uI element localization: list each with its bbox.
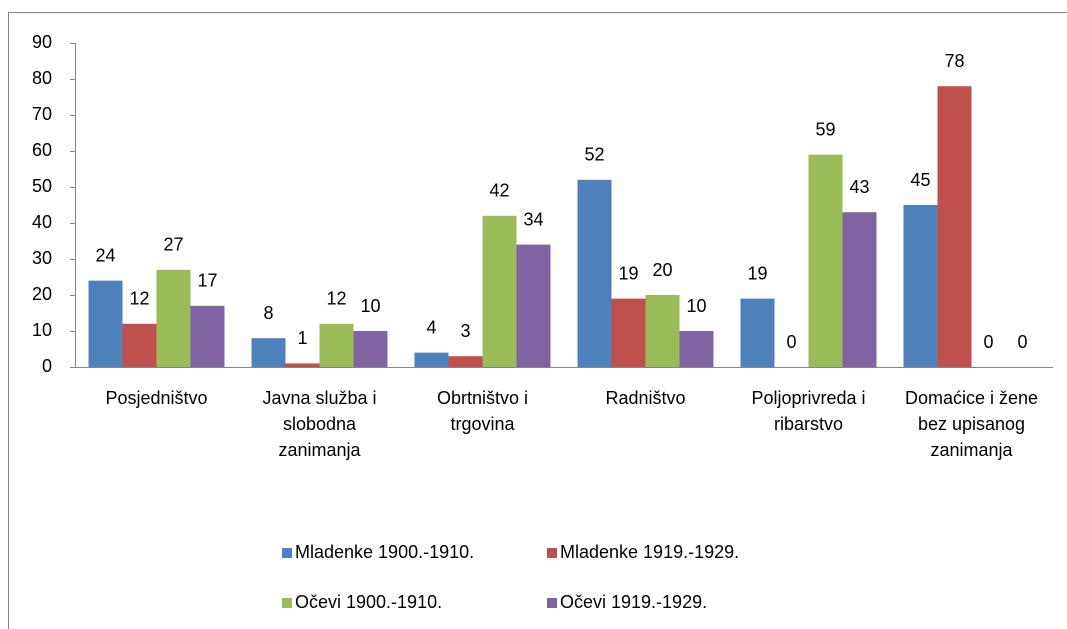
value-label: 19 (618, 263, 638, 283)
y-tick-label: 80 (32, 68, 52, 88)
value-label: 78 (944, 51, 964, 71)
x-tick-label: Posjedništvo (105, 388, 207, 408)
value-label: 20 (652, 260, 672, 280)
bar (190, 305, 225, 367)
bar (319, 323, 354, 367)
value-label: 59 (815, 119, 835, 139)
value-label: 12 (326, 289, 346, 309)
y-tick-label: 30 (32, 248, 52, 268)
bar (156, 269, 191, 367)
bar (679, 331, 714, 367)
bar (448, 356, 483, 367)
x-tick-label: Domaćice i žene bez upisanog zanimanja (905, 388, 1038, 460)
legend-swatch (547, 548, 557, 558)
value-label: 19 (747, 263, 767, 283)
value-label: 0 (983, 332, 993, 352)
y-tick-label: 90 (32, 32, 52, 52)
value-label: 8 (263, 303, 273, 323)
bar (842, 212, 877, 367)
bar (285, 363, 320, 367)
x-tick-label: Radništvo (605, 388, 685, 408)
value-label: 1 (297, 328, 307, 348)
bar (414, 352, 449, 367)
value-label: 0 (786, 332, 796, 352)
bar (122, 323, 157, 367)
legend-label: Mladenke 1919.-1929. (560, 542, 739, 562)
legend-label: Mladenke 1900.-1910. (295, 542, 474, 562)
y-tick-label: 10 (32, 320, 52, 340)
bar (577, 179, 612, 367)
value-label: 24 (95, 245, 115, 265)
bar (740, 298, 775, 367)
bar (611, 298, 646, 367)
bar (353, 331, 388, 367)
value-label: 34 (523, 209, 543, 229)
legend-swatch (282, 598, 292, 608)
value-label: 42 (489, 181, 509, 201)
y-tick-label: 20 (32, 284, 52, 304)
bar (516, 244, 551, 367)
bar (645, 295, 680, 367)
bar (251, 338, 286, 367)
x-tick-label: Obrtništvo i trgovina (437, 388, 528, 434)
value-label: 52 (584, 145, 604, 165)
bar (808, 154, 843, 367)
chart-frame (8, 12, 1067, 629)
value-label: 45 (910, 170, 930, 190)
value-label: 17 (197, 271, 217, 291)
legend-label: Očevi 1900.-1910. (295, 592, 442, 612)
value-label: 4 (426, 317, 436, 337)
bar (937, 86, 972, 367)
legend-swatch (547, 598, 557, 608)
value-label: 10 (360, 296, 380, 316)
y-tick-label: 40 (32, 212, 52, 232)
value-label: 27 (163, 235, 183, 255)
value-label: 0 (1017, 332, 1027, 352)
value-label: 3 (460, 321, 470, 341)
x-tick-label: Poljoprivreda i ribarstvo (751, 388, 865, 434)
legend-label: Očevi 1919.-1929. (560, 592, 707, 612)
legend-swatch (282, 548, 292, 558)
bar (88, 280, 123, 367)
y-tick-label: 0 (42, 356, 52, 376)
value-label: 10 (686, 296, 706, 316)
x-tick-label: Javna služba i slobodna zanimanja (262, 388, 376, 460)
y-tick-label: 50 (32, 176, 52, 196)
y-tick-label: 70 (32, 104, 52, 124)
bar (482, 215, 517, 367)
bar (903, 205, 938, 367)
value-label: 43 (849, 177, 869, 197)
value-label: 12 (129, 289, 149, 309)
y-tick-label: 60 (32, 140, 52, 160)
